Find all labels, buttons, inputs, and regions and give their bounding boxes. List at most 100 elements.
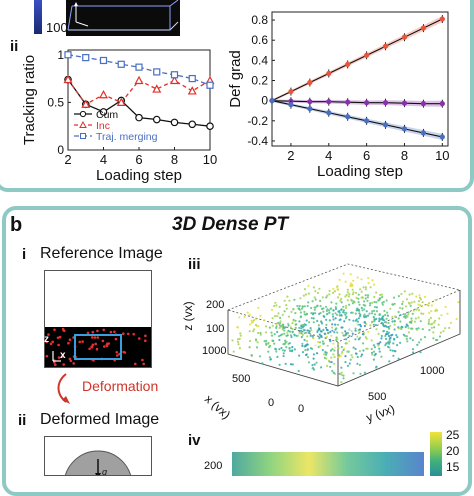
right-series-line-1 xyxy=(271,100,443,105)
iii-particle xyxy=(316,304,319,307)
iii-particle xyxy=(298,332,301,335)
iii-particle xyxy=(375,301,378,304)
iii-particle xyxy=(423,336,426,339)
ref-particle xyxy=(58,335,62,339)
ref-particle xyxy=(45,354,49,358)
iii-particle xyxy=(393,320,396,323)
iii-particle xyxy=(411,348,415,351)
ref-particle xyxy=(47,333,50,336)
iii-particle xyxy=(408,321,411,324)
iii-particle xyxy=(338,278,341,281)
ref-particle xyxy=(144,339,147,342)
iii-particle xyxy=(339,299,342,302)
iii-particle xyxy=(431,322,434,325)
iii-particle xyxy=(329,330,332,333)
ref-axis-z-label: z xyxy=(44,334,49,345)
iii-particle xyxy=(391,315,394,318)
iii-top-frame xyxy=(226,263,462,343)
iii-particle xyxy=(336,296,340,299)
iii-particle xyxy=(401,300,404,303)
iii-z-tick-100: 100 xyxy=(206,323,224,335)
iii-particle xyxy=(330,334,333,337)
iii-particle xyxy=(379,297,382,300)
iii-particle xyxy=(367,322,370,325)
iii-particle xyxy=(375,365,378,368)
iii-particle xyxy=(277,321,280,324)
iii-particle xyxy=(298,308,301,311)
iii-particle xyxy=(279,320,282,323)
iii-particle xyxy=(348,340,351,343)
iii-particle xyxy=(385,330,389,333)
iii-particle xyxy=(352,372,355,375)
right-point xyxy=(420,101,427,107)
iii-particle xyxy=(417,303,420,306)
ref-particle xyxy=(49,342,53,346)
iii-x-tick-1000: 1000 xyxy=(202,345,226,357)
left-point-inc xyxy=(116,97,126,106)
iii-particle xyxy=(406,324,409,327)
iii-particle xyxy=(363,313,366,316)
ref-particle xyxy=(105,344,109,348)
iii-particle xyxy=(387,334,391,338)
iii-particle xyxy=(411,292,414,295)
iii-particle xyxy=(372,316,375,319)
iii-particle xyxy=(383,319,386,322)
ref-particle xyxy=(142,362,145,366)
iii-particle xyxy=(301,324,304,327)
iii-x-tick-500: 500 xyxy=(232,373,250,385)
iii-particle xyxy=(338,293,341,296)
iii-particle xyxy=(267,342,270,345)
iii-particle xyxy=(352,319,355,322)
iii-particle xyxy=(345,293,348,297)
iii-particle xyxy=(415,308,418,311)
iii-particle xyxy=(389,324,392,327)
right-x-tick-label: 8 xyxy=(401,148,408,163)
iii-particle xyxy=(307,331,311,334)
left-point-inc xyxy=(81,99,91,108)
left-x-axis-label: Loading step xyxy=(96,167,182,184)
iii-particle xyxy=(308,321,311,324)
iii-particle xyxy=(351,356,354,359)
iii-particle xyxy=(412,309,415,312)
iii-particle xyxy=(329,338,332,341)
iii-particle xyxy=(236,340,240,343)
iii-particle xyxy=(270,308,274,311)
iii-particle xyxy=(272,339,275,342)
iii-particle xyxy=(338,311,341,314)
iii-particle xyxy=(407,311,410,314)
ref-particle xyxy=(53,328,56,332)
iii-particle xyxy=(336,288,339,291)
iii-particle xyxy=(371,301,374,304)
iii-particle xyxy=(298,304,301,308)
reference-image-title: Reference Image xyxy=(40,245,163,262)
iii-particle xyxy=(300,329,303,332)
left-point-cum xyxy=(152,115,161,124)
iii-particle xyxy=(439,331,442,334)
iii-particle xyxy=(318,312,321,315)
iii-particle xyxy=(448,326,451,329)
iii-particle xyxy=(367,282,370,285)
iii-particle xyxy=(379,293,382,296)
iii-particle xyxy=(417,309,421,312)
iii-particle xyxy=(281,313,284,316)
iii-particle xyxy=(366,314,370,317)
left-x-tick-label: 2 xyxy=(64,152,71,167)
iii-particle xyxy=(334,312,337,315)
iii-particle xyxy=(336,313,339,316)
iii-particle xyxy=(396,344,399,347)
iii-particle xyxy=(371,353,374,356)
iii-particle xyxy=(411,312,414,315)
right-point xyxy=(326,70,332,77)
iii-y-axis-label: y (vx) xyxy=(364,402,396,425)
iii-z-tick-200: 200 xyxy=(206,299,224,311)
iii-particle xyxy=(430,310,433,313)
iii-particle xyxy=(393,349,396,353)
iii-particle xyxy=(324,351,327,354)
iv-colorbar-tick-3: 15 xyxy=(446,460,460,474)
iii-particle xyxy=(340,381,343,384)
iii-particle xyxy=(303,338,306,342)
iv-colorbar-tick-1: 25 xyxy=(446,428,460,442)
iii-particle xyxy=(373,305,377,309)
iii-particle xyxy=(419,338,422,341)
iii-particle xyxy=(322,307,325,310)
